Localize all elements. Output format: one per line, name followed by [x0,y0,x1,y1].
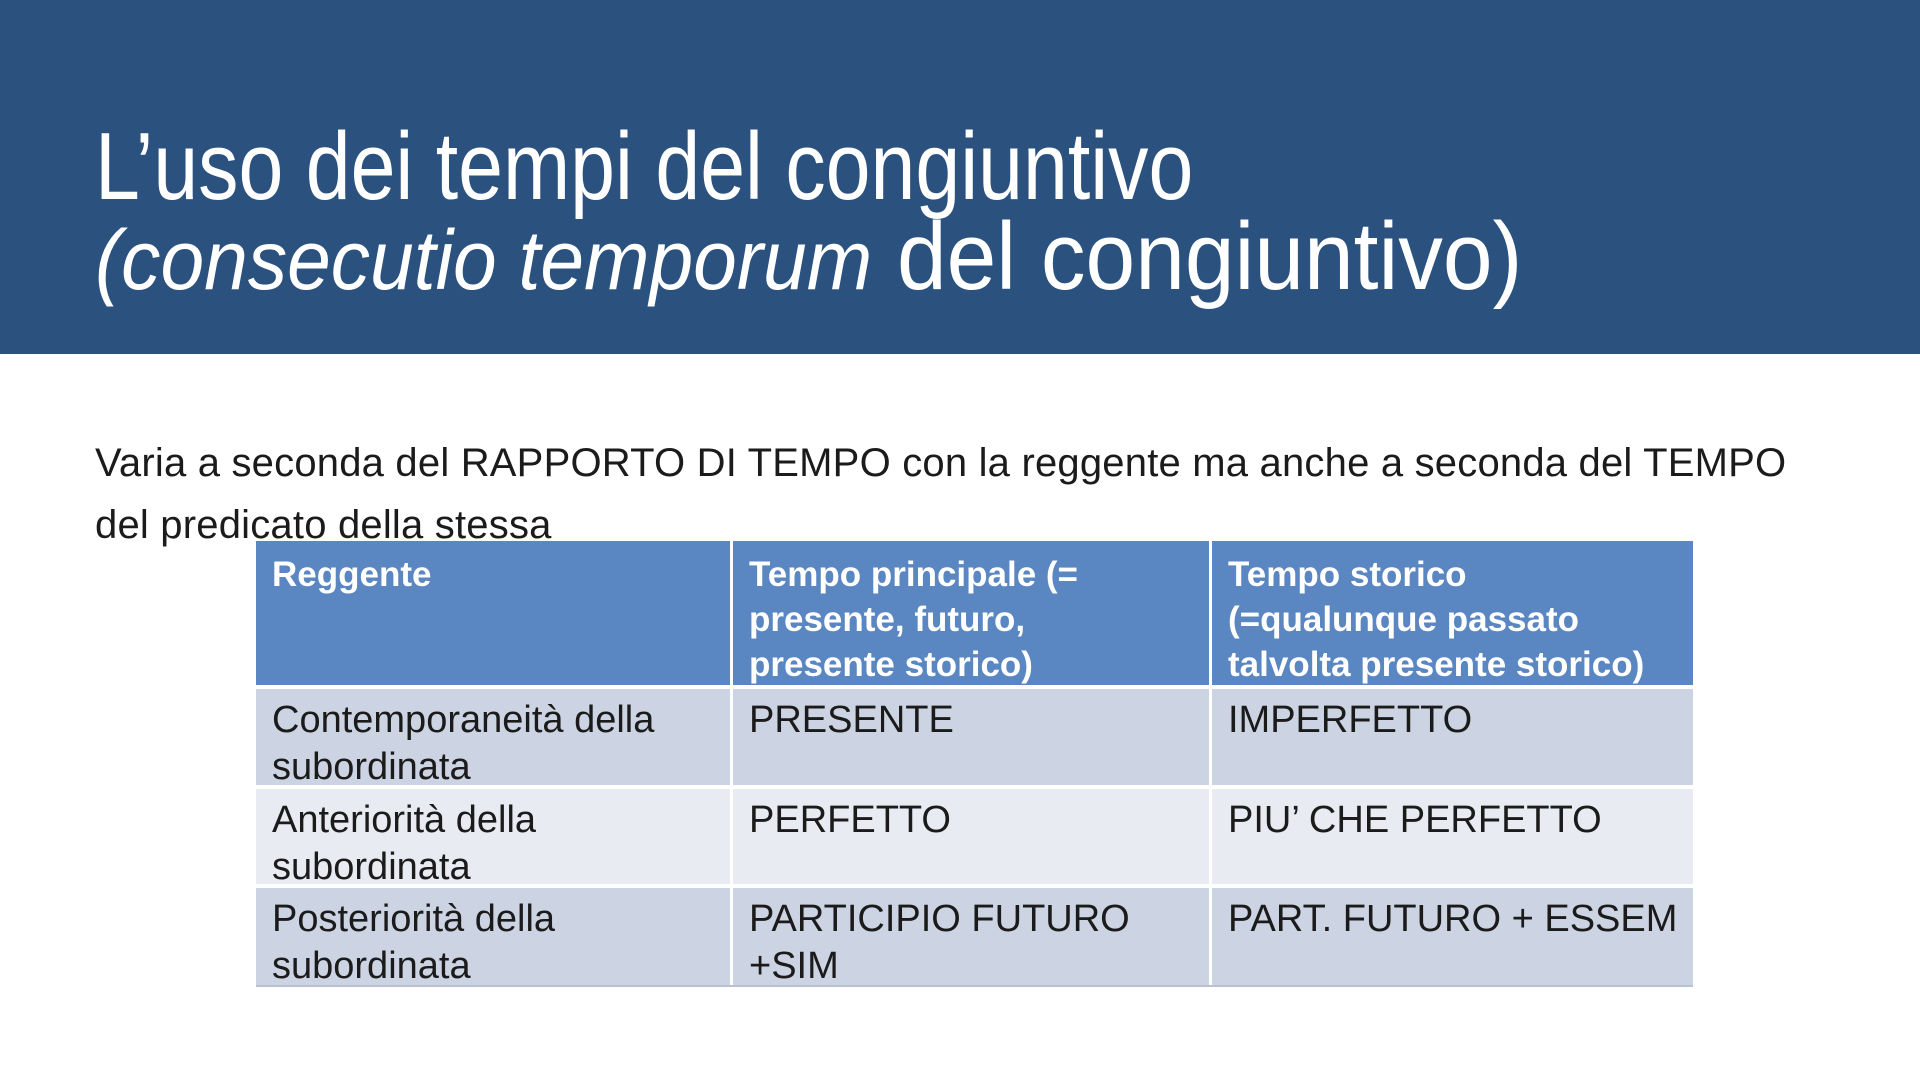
title-band: L’uso dei tempi del congiuntivo (consecu… [0,0,1920,354]
label-line: Anteriorità della [272,799,537,841]
cell-anteriorita-storico: PIU’ CHE PERFETTO [1212,789,1693,884]
header-line: (=qualunque passato [1228,600,1580,639]
header-cell-reggente: Reggente [256,541,730,685]
title-line-1: L’uso dei tempi del congiuntivo [95,113,1630,220]
title-line-2-text: (consecutio temporum del congiuntivo) [95,209,1522,307]
title-line-1-text: L’uso dei tempi del congiuntivo [95,113,1194,220]
cell-anteriorita-principale: PERFETTO [733,789,1209,884]
title-line-2-suffix: del congiuntivo) [872,203,1523,310]
intro-paragraph: Varia a seconda del RAPPORTO DI TEMPO co… [95,441,1787,547]
header-line: presente, futuro, [749,600,1026,639]
cell-posteriorita-label: Posteriorità della subordinata [256,888,730,985]
cell-contemporaneita-storico: IMPERFETTO [1212,689,1693,785]
title-line-2: (consecutio temporum del congiuntivo) [95,209,1630,307]
header-line: Tempo principale (= [749,555,1078,594]
header-line: talvolta presente storico) [1228,645,1645,684]
cell-anteriorita-label: Anteriorità della subordinata [256,789,730,884]
header-line: Reggente [272,555,432,594]
header-cell-tempo-storico: Tempo storico (=qualunque passato talvol… [1212,541,1693,685]
cell-posteriorita-storico: PART. FUTURO + ESSEM [1212,888,1693,985]
page-title: L’uso dei tempi del congiuntivo (consecu… [95,113,1630,307]
header-line: Tempo storico [1228,555,1467,594]
cell-posteriorita-principale: PARTICIPIO FUTURO +SIM [733,888,1209,985]
cell-contemporaneita-label: Contemporaneità della subordinata [256,689,730,785]
label-line: Contemporaneità della [272,699,655,741]
label-line: Posteriorità della [272,898,556,940]
cell-contemporaneita-principale: PRESENTE [733,689,1209,785]
consecutio-table: Reggente Tempo principale (= presente, f… [256,541,1693,987]
label-line: subordinata [272,846,471,884]
label-line: subordinata [272,746,471,785]
label-line: subordinata [272,945,471,985]
header-cell-tempo-principale: Tempo principale (= presente, futuro, pr… [733,541,1209,685]
header-line: presente storico) [749,645,1033,684]
title-latin-phrase: (consecutio temporum [95,213,873,307]
